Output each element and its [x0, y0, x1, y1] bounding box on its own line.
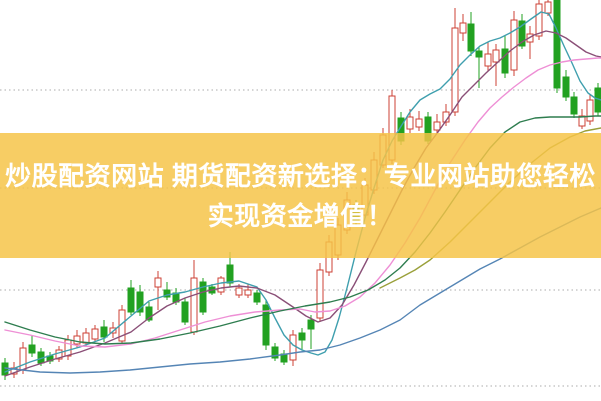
ma-mid-pink — [4, 57, 601, 348]
grid-lines — [0, 89, 601, 387]
ma-long-green — [4, 115, 601, 345]
candles — [1, 0, 601, 380]
ma-mid-purple — [4, 30, 601, 377]
